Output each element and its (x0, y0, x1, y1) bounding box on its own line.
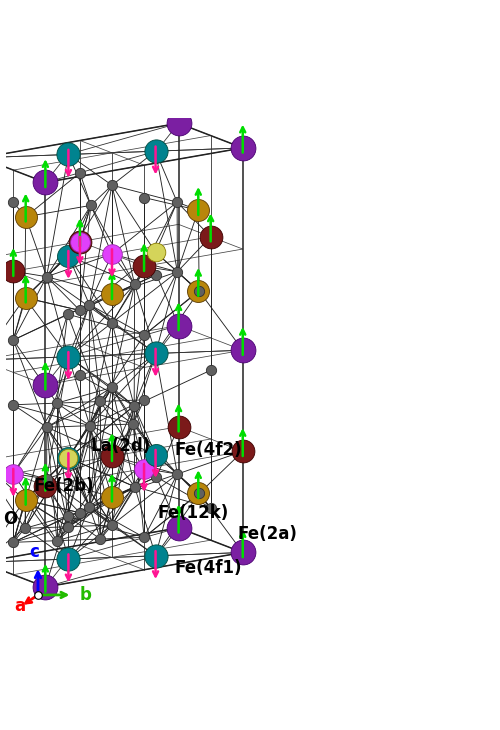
Point (34, 589, 42, 601)
Text: La(2d): La(2d) (90, 437, 151, 455)
Point (86, 299, 94, 310)
Point (174, 468, 182, 480)
Point (174, 420, 182, 432)
Point (64, 510, 72, 522)
Point (10, 266, 18, 277)
Point (10, 399, 18, 410)
Point (194, 204, 202, 216)
Point (87, 199, 95, 211)
Point (76, 507, 84, 518)
Point (10, 468, 18, 480)
Point (194, 285, 202, 297)
Point (129, 418, 137, 430)
Point (86, 420, 94, 431)
Point (140, 531, 148, 543)
Point (140, 261, 148, 272)
Point (42, 177, 50, 188)
Point (152, 269, 160, 280)
Point (21, 292, 29, 304)
Point (42, 581, 50, 593)
Point (96, 533, 104, 545)
Point (22, 292, 30, 304)
Point (130, 279, 138, 291)
Point (140, 463, 148, 474)
Point (42, 480, 50, 492)
Point (238, 547, 246, 558)
Point (108, 317, 116, 328)
Point (64, 521, 72, 533)
Point (108, 248, 116, 260)
Point (10, 334, 18, 346)
Point (10, 196, 18, 208)
Point (42, 473, 50, 485)
Point (76, 167, 84, 179)
Point (195, 285, 203, 297)
Point (108, 382, 116, 393)
Point (130, 400, 138, 412)
Point (108, 180, 116, 191)
Text: Fe(2a): Fe(2a) (238, 525, 298, 542)
Point (108, 491, 116, 502)
Point (152, 145, 160, 157)
Point (174, 320, 182, 331)
Point (42, 271, 50, 283)
Point (108, 519, 116, 531)
Text: Fe(4f2): Fe(4f2) (174, 441, 242, 458)
Point (108, 288, 116, 300)
Text: c: c (29, 543, 39, 561)
Point (86, 501, 94, 512)
Point (64, 452, 72, 464)
Point (10, 537, 18, 548)
Point (238, 142, 246, 154)
Point (174, 266, 182, 277)
Point (152, 347, 160, 359)
Point (140, 394, 148, 406)
Point (76, 236, 84, 247)
Text: O: O (3, 510, 18, 529)
Point (22, 211, 30, 223)
Point (174, 118, 182, 129)
Point (96, 396, 104, 407)
Point (53, 397, 61, 409)
Point (238, 345, 246, 356)
Text: b: b (80, 586, 92, 604)
Point (64, 250, 72, 261)
Point (21, 494, 29, 506)
Point (64, 308, 72, 320)
Point (76, 369, 84, 381)
Point (130, 481, 138, 493)
Point (42, 379, 50, 391)
Point (206, 231, 214, 242)
Point (152, 247, 160, 258)
Point (140, 329, 148, 341)
Text: Fe(2b): Fe(2b) (33, 477, 94, 495)
Point (173, 196, 181, 208)
Point (206, 502, 214, 514)
Point (53, 535, 61, 547)
Point (64, 452, 72, 464)
Point (195, 488, 203, 499)
Point (64, 149, 72, 161)
Text: a: a (14, 597, 25, 615)
Point (22, 494, 30, 506)
Point (174, 522, 182, 534)
Point (64, 553, 72, 565)
Point (64, 351, 72, 363)
Point (152, 471, 160, 483)
Point (43, 421, 51, 433)
Point (206, 364, 214, 376)
Point (238, 445, 246, 457)
Point (76, 304, 84, 316)
Point (152, 449, 160, 461)
Point (140, 192, 148, 204)
Text: Fe(4f1): Fe(4f1) (174, 559, 242, 577)
Point (194, 488, 202, 499)
Point (76, 236, 84, 247)
Point (21, 523, 29, 534)
Text: Fe(12k): Fe(12k) (158, 504, 229, 522)
Point (152, 550, 160, 561)
Point (108, 450, 116, 462)
